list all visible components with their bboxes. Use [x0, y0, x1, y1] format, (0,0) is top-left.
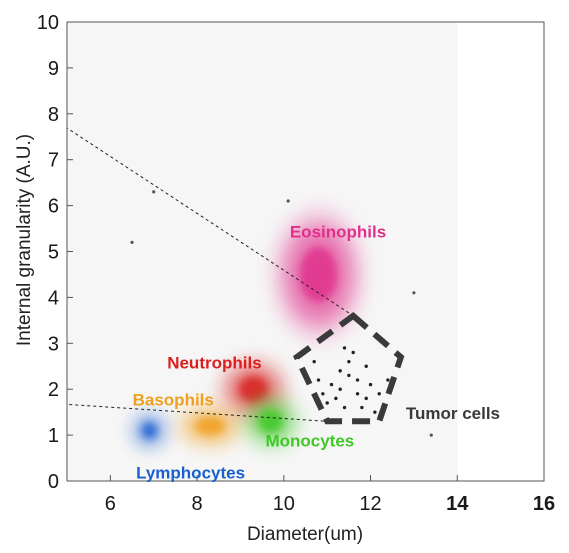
tumor-point — [364, 364, 368, 368]
scatter-points — [130, 190, 433, 437]
y-axis-ticks: 0 1 2 3 4 5 6 7 8 9 10 — [37, 12, 73, 493]
tumor-point — [377, 392, 381, 396]
cluster-monocytes — [241, 393, 301, 450]
cluster-label-basophils: Basophils — [133, 390, 214, 409]
outlier-point — [152, 190, 156, 194]
tumor-point — [355, 378, 360, 382]
cluster-label-monocytes: Monocytes — [265, 432, 354, 451]
dashed-line-2 — [67, 403, 328, 422]
x-tick-label: 10 — [273, 493, 295, 515]
cluster-core — [299, 246, 338, 303]
tumor-point — [360, 405, 364, 410]
tumor-region — [293, 311, 405, 425]
tumor-point — [386, 378, 390, 382]
tumor-point — [338, 369, 342, 373]
cluster-label-neutrophils: Neutrophils — [167, 354, 261, 373]
x-tick-label: 8 — [192, 493, 203, 515]
y-tick-label: 3 — [48, 333, 59, 355]
tumor-point — [342, 405, 347, 410]
outlier-point — [286, 199, 290, 203]
x-tick-label: 12 — [359, 493, 381, 515]
tumor-point — [373, 410, 377, 414]
outlier-point — [130, 240, 134, 244]
y-tick-label: 10 — [37, 12, 59, 34]
tumor-point — [347, 359, 351, 364]
tumor-point — [368, 382, 373, 387]
plot-background — [67, 22, 544, 481]
tumor-point — [329, 382, 334, 387]
y-tick-label: 1 — [48, 425, 59, 447]
y-tick-label: 0 — [48, 471, 59, 493]
y-tick-label: 7 — [48, 150, 59, 172]
tumor-point — [364, 396, 368, 401]
cluster-core — [258, 409, 283, 433]
cluster-core — [142, 422, 157, 439]
dashed-guide-lines — [67, 127, 354, 422]
tumor-pentagon — [293, 311, 405, 425]
y-tick-label: 8 — [48, 104, 59, 126]
y-tick-label: 9 — [48, 58, 59, 80]
tumor-point — [351, 350, 355, 355]
dashed-line-1 — [67, 127, 354, 317]
tumor-cells-label: Tumor cells — [406, 404, 500, 423]
tumor-point — [321, 392, 325, 396]
x-axis-ticks: 6 8 10 12 14 16 — [105, 475, 555, 515]
tumor-point — [355, 392, 360, 396]
tumor-point — [312, 359, 316, 364]
cluster-label-eosinophils: Eosinophils — [290, 223, 386, 242]
cluster-labels: Eosinophils Neutrophils Basophils Monocytes… — [133, 223, 500, 483]
tumor-point — [338, 387, 342, 391]
x-tick-label: 16 — [533, 493, 555, 515]
x-axis-label: Diameter(um) — [247, 524, 363, 545]
cluster-density-layer — [131, 206, 366, 450]
y-tick-label: 6 — [48, 196, 59, 218]
tumor-point — [347, 373, 351, 378]
tumor-point — [316, 378, 321, 382]
cluster-core — [195, 417, 225, 435]
cluster-label-lymphocytes: Lymphocytes — [136, 464, 245, 483]
outlier-point — [412, 291, 416, 295]
x-tick-label: 6 — [105, 493, 116, 515]
x-tick-label: 14 — [446, 493, 469, 515]
cluster-eosinophils — [271, 206, 366, 343]
y-tick-label: 5 — [48, 242, 59, 264]
tumor-point — [334, 396, 338, 401]
y-tick-label: 4 — [48, 287, 59, 309]
tumor-point — [342, 346, 347, 350]
tumor-point — [325, 401, 329, 405]
outlier-point — [429, 433, 433, 437]
y-axis-label: Internal granularity (A.U.) — [14, 134, 35, 346]
cluster-basophils — [174, 404, 246, 448]
cluster-lymphocytes — [131, 411, 167, 450]
y-tick-label: 2 — [48, 379, 59, 401]
